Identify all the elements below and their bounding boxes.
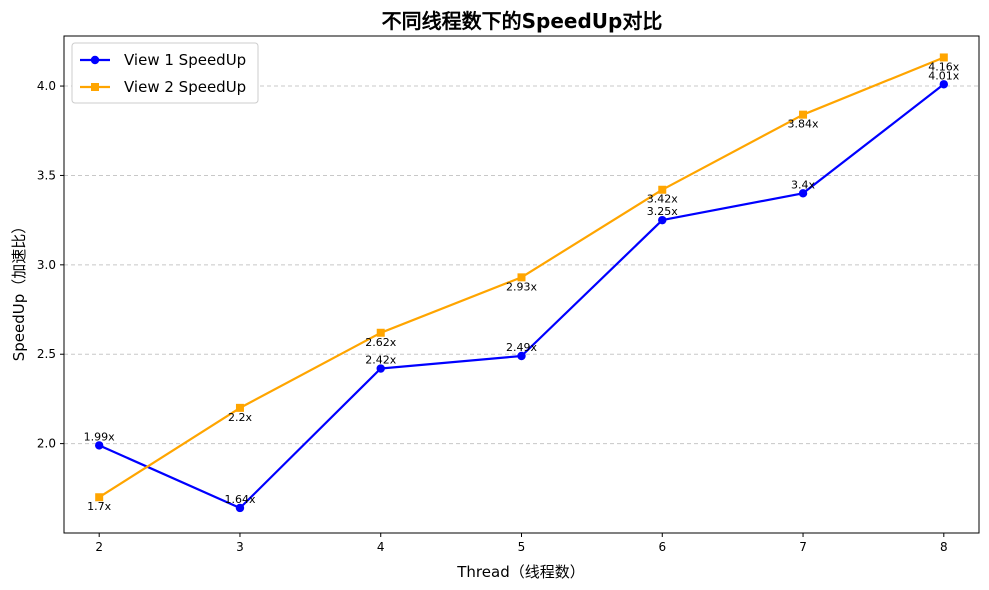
y-tick-label: 3.5 [37, 168, 56, 182]
y-tick-label: 4.0 [37, 79, 56, 93]
x-tick-label: 8 [940, 540, 948, 554]
series-1-data-label: 3.4x [791, 178, 815, 191]
y-tick-label: 3.0 [37, 258, 56, 272]
chart-title: 不同线程数下的SpeedUp对比 [382, 9, 663, 33]
series-2-data-label: 2.2x [228, 411, 252, 424]
series-2-data-label: 2.62x [365, 336, 396, 349]
series-1-data-label: 2.42x [365, 354, 396, 367]
axes: 2.0 2.5 3.0 3.5 4.0 2 3 4 5 6 7 8 [37, 79, 948, 554]
series-1-point [658, 215, 667, 225]
x-tick-label: 5 [518, 540, 526, 554]
x-tick-label: 2 [95, 540, 103, 554]
series-2-data-label: 2.93x [506, 280, 537, 293]
series-1-point [376, 364, 385, 373]
legend-label: View 2 SpeedUp [124, 78, 246, 96]
series-1-point [517, 351, 526, 361]
series-2-point [95, 493, 104, 502]
series-1-point [939, 80, 949, 89]
series-2-data-label: 3.42x [647, 193, 678, 206]
legend-marker [91, 83, 99, 91]
series-1-data-label: 4.01x [928, 69, 959, 82]
series-1-point [94, 441, 104, 450]
series-2-point [376, 328, 385, 337]
y-tick-label: 2.5 [37, 347, 56, 361]
series-2-data-label: 3.84x [788, 118, 819, 131]
series-1-point [798, 189, 808, 198]
legend-label: View 1 SpeedUp [124, 51, 246, 69]
x-axis-label: Thread（线程数） [456, 563, 584, 581]
series-2-point [517, 273, 526, 282]
y-axis-label: SpeedUp（加速比） [10, 219, 28, 362]
x-tick-label: 3 [236, 540, 244, 554]
series-2-point [658, 185, 667, 194]
y-tick-label: 2.0 [37, 437, 56, 451]
series-2-data-label: 1.7x [87, 500, 111, 513]
x-tick-label: 4 [377, 540, 385, 554]
series-2-point [235, 403, 244, 412]
legend-box [71, 42, 259, 104]
series-2-point [799, 110, 808, 119]
x-tick-label: 7 [799, 540, 807, 554]
series-1-data-label: 2.49x [506, 341, 537, 354]
series-1-point [235, 503, 245, 513]
plot-series: 1.99x 1.64x 2.42x 2.49x 3.25x 3.4x 4.01x 1.7x 2.… [84, 53, 960, 513]
series-1-data-label: 1.64x [224, 493, 255, 506]
series-1-data-label: 1.99x [84, 430, 115, 443]
series-2-data-label: 4.16x [928, 60, 959, 73]
series-2-point [939, 53, 948, 62]
x-tick-label: 6 [658, 540, 666, 554]
legend: View 1 SpeedUp View 2 SpeedUp [71, 42, 259, 104]
legend-marker [90, 55, 100, 65]
series-1-data-label: 3.25x [647, 205, 678, 218]
